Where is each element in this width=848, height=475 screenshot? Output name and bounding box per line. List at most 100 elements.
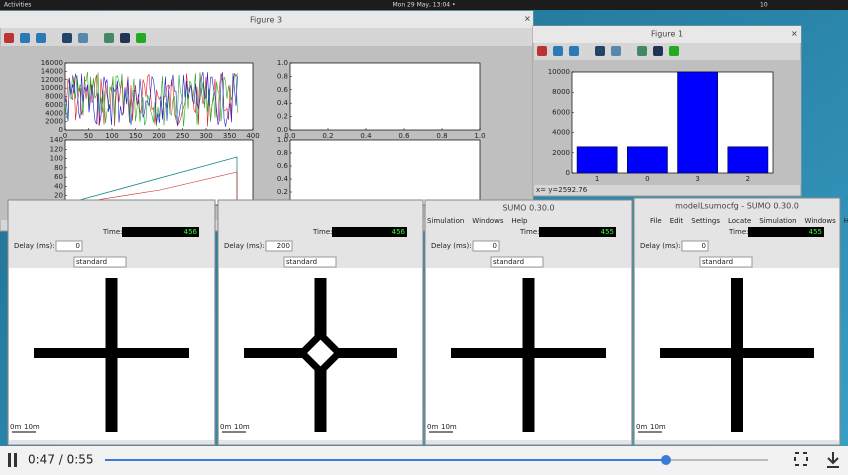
menu-item[interactable]: Settings: [691, 217, 720, 225]
delay-input[interactable]: [55, 240, 83, 252]
download[interactable]: [827, 452, 839, 468]
delay-input[interactable]: [681, 240, 709, 252]
menu-item[interactable]: Help: [844, 217, 848, 225]
x-tick-label: 0.6: [398, 132, 410, 140]
tool-button[interactable]: [104, 33, 114, 43]
tool-button[interactable]: [120, 33, 130, 43]
window-title: Figure 1: [651, 30, 683, 39]
tool-button[interactable]: [136, 33, 146, 43]
y-tick-label: 80: [54, 164, 63, 172]
scheme-select[interactable]: [699, 256, 753, 268]
menu-item[interactable]: Simulation: [427, 217, 464, 225]
scheme-select[interactable]: [490, 256, 544, 268]
tool-button[interactable]: [595, 46, 605, 56]
scheme: standard: [76, 258, 107, 266]
time-display: [539, 227, 616, 237]
fullscreen[interactable]: [794, 452, 808, 466]
delay-label: Delay (ms):: [14, 242, 55, 250]
delay-input[interactable]: [472, 240, 500, 252]
x-tick-label: 150: [129, 132, 142, 140]
menu-item[interactable]: Help: [512, 217, 529, 225]
x-tick-label: 350: [223, 132, 236, 140]
time-value: 455: [601, 228, 614, 236]
x-tick-label: 100: [105, 132, 118, 140]
y-tick-label: 0.6: [277, 86, 289, 94]
tool-button[interactable]: [78, 33, 88, 43]
delay-value: 200: [277, 242, 290, 250]
y-tick-label: 6000: [552, 108, 570, 116]
x-tick-label: 0: [645, 175, 649, 183]
delay-value: 0: [702, 242, 706, 250]
x-tick-label: 0: [63, 132, 67, 140]
menu-item[interactable]: Windows: [805, 217, 837, 225]
pause[interactable]: [8, 453, 11, 467]
scale-label: 0m: [220, 423, 231, 431]
close[interactable]: ✕: [791, 30, 798, 39]
y-tick-label: 0: [59, 126, 63, 134]
seek-handle[interactable]: [661, 455, 671, 465]
scheme-select[interactable]: [73, 256, 127, 268]
tool-button[interactable]: [20, 33, 30, 43]
delay-label: Delay (ms):: [640, 242, 681, 250]
y-tick-label: 100: [50, 155, 63, 163]
menu-item[interactable]: File: [650, 217, 662, 225]
time-value: 456: [392, 228, 406, 236]
tool-button[interactable]: [637, 46, 647, 56]
y-tick-label: 0.2: [277, 188, 288, 196]
tool-button[interactable]: [4, 33, 14, 43]
bar: [727, 146, 769, 174]
status: x= y=2592.76: [536, 186, 588, 194]
tool-button[interactable]: [611, 46, 621, 56]
y-tick-label: 1.0: [277, 136, 288, 144]
axes: [289, 62, 481, 131]
top-bar: [0, 0, 848, 10]
tool-button[interactable]: [553, 46, 563, 56]
x-tick-label: 1: [595, 175, 599, 183]
tool-button[interactable]: [36, 33, 46, 43]
menu-item[interactable]: Simulation: [759, 217, 796, 225]
y-tick-label: 14000: [41, 67, 63, 75]
tool-button[interactable]: [569, 46, 579, 56]
delay-value: 0: [76, 242, 80, 250]
time-value: 456: [184, 228, 198, 236]
y-tick-label: 120: [50, 145, 63, 153]
scale-label: 0m: [10, 423, 21, 431]
volume[interactable]: 10: [760, 2, 768, 9]
junction: [729, 345, 745, 361]
clock[interactable]: Mon 29 May, 13:04 •: [392, 2, 455, 9]
x-tick-label: 200: [152, 132, 165, 140]
scheme: standard: [286, 258, 317, 266]
y-tick-label: 20: [54, 192, 63, 200]
y-tick-label: 2000: [45, 118, 63, 126]
time-label: Time:: [312, 228, 333, 236]
menu-item[interactable]: Edit: [670, 217, 684, 225]
tool-button[interactable]: [653, 46, 663, 56]
bar: [627, 146, 668, 174]
y-tick-label: 0.8: [277, 149, 288, 157]
y-tick-label: 10000: [548, 68, 570, 76]
menu-item[interactable]: Locate: [728, 217, 751, 225]
delay-input[interactable]: [265, 240, 293, 252]
menu-item[interactable]: Windows: [472, 217, 504, 225]
y-tick-label: 16000: [41, 59, 63, 67]
time-label: Time:: [519, 228, 540, 236]
scheme-select[interactable]: [283, 256, 337, 268]
y-tick-label: 12000: [41, 76, 63, 84]
close[interactable]: ✕: [524, 15, 531, 24]
time-display: [332, 227, 407, 237]
time-display: [122, 227, 199, 237]
scale-label: 0m: [427, 423, 438, 431]
tool-button[interactable]: [537, 46, 547, 56]
axes: [64, 139, 254, 206]
x-tick-label: 50: [84, 132, 93, 140]
y-tick-label: 0.4: [277, 175, 289, 183]
window-title: Figure 3: [250, 16, 282, 25]
tool-button[interactable]: [62, 33, 72, 43]
scale-label: 10m: [650, 423, 666, 431]
scale-label: 10m: [234, 423, 250, 431]
tool-button[interactable]: [669, 46, 679, 56]
x-tick-label: 400: [246, 132, 259, 140]
activities[interactable]: Activities: [4, 2, 31, 9]
window-title: modelLsumocfg - SUMO 0.30.0: [675, 202, 799, 211]
